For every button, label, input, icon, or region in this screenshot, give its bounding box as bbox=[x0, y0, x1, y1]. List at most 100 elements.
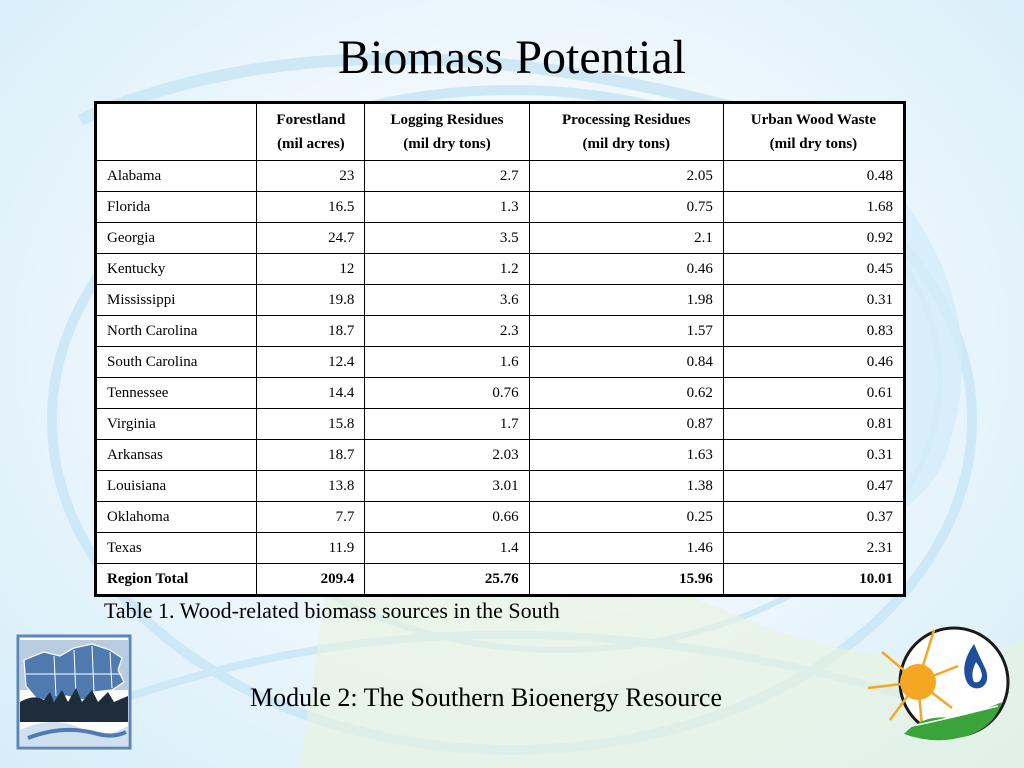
header-unit: (mil acres) bbox=[277, 136, 345, 152]
logging-residues-cell: 2.3 bbox=[364, 315, 530, 347]
urban-wood-waste-cell: 0.83 bbox=[722, 315, 906, 347]
forestland-cell: 11.9 bbox=[256, 532, 366, 564]
processing-residues-cell: 2.1 bbox=[528, 222, 724, 254]
logging-residues-cell: 3.5 bbox=[364, 222, 530, 254]
footer-text: Module 2: The Southern Bioenergy Resourc… bbox=[250, 683, 723, 712]
table-row: Oklahoma 7.7 0.66 0.25 0.37 bbox=[94, 501, 906, 533]
state-cell: Oklahoma bbox=[94, 501, 258, 533]
table-total-row: Region Total 209.4 25.76 15.96 10.01 bbox=[94, 563, 906, 596]
state-cell: Florida bbox=[94, 191, 258, 223]
header-cell-urban-wood-waste: Urban Wood Waste (mil dry tons) bbox=[722, 102, 906, 161]
forestland-cell: 19.8 bbox=[256, 284, 366, 316]
urban-wood-waste-cell: 0.31 bbox=[722, 284, 906, 316]
state-cell: South Carolina bbox=[94, 346, 258, 378]
forestland-cell: 18.7 bbox=[256, 315, 366, 347]
forestland-cell: 13.8 bbox=[256, 470, 366, 502]
state-cell: Mississippi bbox=[94, 284, 258, 316]
state-cell: Virginia bbox=[94, 408, 258, 440]
processing-residues-cell: 0.62 bbox=[528, 377, 724, 409]
processing-residues-cell: 0.84 bbox=[528, 346, 724, 378]
header-cell-forestland: Forestland (mil acres) bbox=[256, 102, 366, 161]
slide-title: Biomass Potential bbox=[338, 31, 686, 84]
urban-wood-waste-cell: 0.37 bbox=[722, 501, 906, 533]
total-urban-wood-waste-cell: 10.01 bbox=[722, 563, 906, 596]
header-label: Logging Residues bbox=[390, 112, 504, 128]
header-label: Urban Wood Waste bbox=[750, 112, 877, 128]
forestland-cell: 7.7 bbox=[256, 501, 366, 533]
processing-residues-cell: 0.25 bbox=[528, 501, 724, 533]
southern-region-map-logo bbox=[16, 634, 132, 750]
urban-wood-waste-cell: 0.81 bbox=[722, 408, 906, 440]
urban-wood-waste-cell: 0.48 bbox=[722, 160, 906, 192]
processing-residues-cell: 0.87 bbox=[528, 408, 724, 440]
state-cell: Arkansas bbox=[94, 439, 258, 471]
forestland-cell: 18.7 bbox=[256, 439, 366, 471]
logging-residues-cell: 2.7 bbox=[364, 160, 530, 192]
header-unit: (mil dry tons) bbox=[582, 136, 671, 152]
header-cell-blank bbox=[94, 102, 258, 161]
forestland-cell: 24.7 bbox=[256, 222, 366, 254]
logging-residues-cell: 1.4 bbox=[364, 532, 530, 564]
urban-wood-waste-cell: 2.31 bbox=[722, 532, 906, 564]
table-row: Kentucky 12 1.2 0.46 0.45 bbox=[94, 253, 906, 285]
sun-flame-leaf-logo bbox=[867, 626, 1010, 741]
state-cell: Georgia bbox=[94, 222, 258, 254]
total-forestland-cell: 209.4 bbox=[256, 563, 366, 596]
urban-wood-waste-cell: 0.47 bbox=[722, 470, 906, 502]
logging-residues-cell: 3.01 bbox=[364, 470, 530, 502]
logging-residues-cell: 1.2 bbox=[364, 253, 530, 285]
logging-residues-cell: 1.6 bbox=[364, 346, 530, 378]
processing-residues-cell: 2.05 bbox=[528, 160, 724, 192]
state-cell: Texas bbox=[94, 532, 258, 564]
table-row: Arkansas 18.7 2.03 1.63 0.31 bbox=[94, 439, 906, 471]
processing-residues-cell: 1.46 bbox=[528, 532, 724, 564]
urban-wood-waste-cell: 1.68 bbox=[722, 191, 906, 223]
processing-residues-cell: 1.57 bbox=[528, 315, 724, 347]
header-unit: (mil dry tons) bbox=[769, 136, 858, 152]
state-cell: North Carolina bbox=[94, 315, 258, 347]
header-cell-processing-residues: Processing Residues (mil dry tons) bbox=[528, 102, 724, 161]
biomass-table: Forestland (mil acres) Logging Residues … bbox=[94, 101, 906, 597]
table-row: Virginia 15.8 1.7 0.87 0.81 bbox=[94, 408, 906, 440]
table-row: Mississippi 19.8 3.6 1.98 0.31 bbox=[94, 284, 906, 316]
forestland-cell: 12 bbox=[256, 253, 366, 285]
table-caption: Table 1. Wood-related biomass sources in… bbox=[104, 598, 560, 623]
table-row: Georgia 24.7 3.5 2.1 0.92 bbox=[94, 222, 906, 254]
urban-wood-waste-cell: 0.61 bbox=[722, 377, 906, 409]
table-row: Alabama 23 2.7 2.05 0.48 bbox=[94, 160, 906, 192]
urban-wood-waste-cell: 0.31 bbox=[722, 439, 906, 471]
urban-wood-waste-cell: 0.45 bbox=[722, 253, 906, 285]
forestland-cell: 23 bbox=[256, 160, 366, 192]
header-unit: (mil dry tons) bbox=[403, 136, 491, 152]
table-row: Texas 11.9 1.4 1.46 2.31 bbox=[94, 532, 906, 564]
total-logging-residues-cell: 25.76 bbox=[364, 563, 530, 596]
logging-residues-cell: 1.7 bbox=[364, 408, 530, 440]
logging-residues-cell: 0.76 bbox=[364, 377, 530, 409]
table-row: North Carolina 18.7 2.3 1.57 0.83 bbox=[94, 315, 906, 347]
total-label-cell: Region Total bbox=[94, 563, 258, 596]
table-row: Tennessee 14.4 0.76 0.62 0.61 bbox=[94, 377, 906, 409]
urban-wood-waste-cell: 0.46 bbox=[722, 346, 906, 378]
forestland-cell: 15.8 bbox=[256, 408, 366, 440]
header-cell-logging-residues: Logging Residues (mil dry tons) bbox=[364, 102, 530, 161]
state-cell: Tennessee bbox=[94, 377, 258, 409]
table-header-row: Forestland (mil acres) Logging Residues … bbox=[94, 102, 906, 161]
total-processing-residues-cell: 15.96 bbox=[528, 563, 724, 596]
table-row: South Carolina 12.4 1.6 0.84 0.46 bbox=[94, 346, 906, 378]
state-cell: Kentucky bbox=[94, 253, 258, 285]
processing-residues-cell: 0.75 bbox=[528, 191, 724, 223]
logging-residues-cell: 0.66 bbox=[364, 501, 530, 533]
forestland-cell: 14.4 bbox=[256, 377, 366, 409]
header-label: Processing Residues bbox=[562, 112, 691, 128]
table-row: Louisiana 13.8 3.01 1.38 0.47 bbox=[94, 470, 906, 502]
processing-residues-cell: 1.63 bbox=[528, 439, 724, 471]
state-cell: Alabama bbox=[94, 160, 258, 192]
header-label: Forestland bbox=[276, 112, 346, 128]
urban-wood-waste-cell: 0.92 bbox=[722, 222, 906, 254]
table-row: Florida 16.5 1.3 0.75 1.68 bbox=[94, 191, 906, 223]
state-cell: Louisiana bbox=[94, 470, 258, 502]
processing-residues-cell: 1.38 bbox=[528, 470, 724, 502]
forestland-cell: 16.5 bbox=[256, 191, 366, 223]
logging-residues-cell: 1.3 bbox=[364, 191, 530, 223]
logging-residues-cell: 2.03 bbox=[364, 439, 530, 471]
